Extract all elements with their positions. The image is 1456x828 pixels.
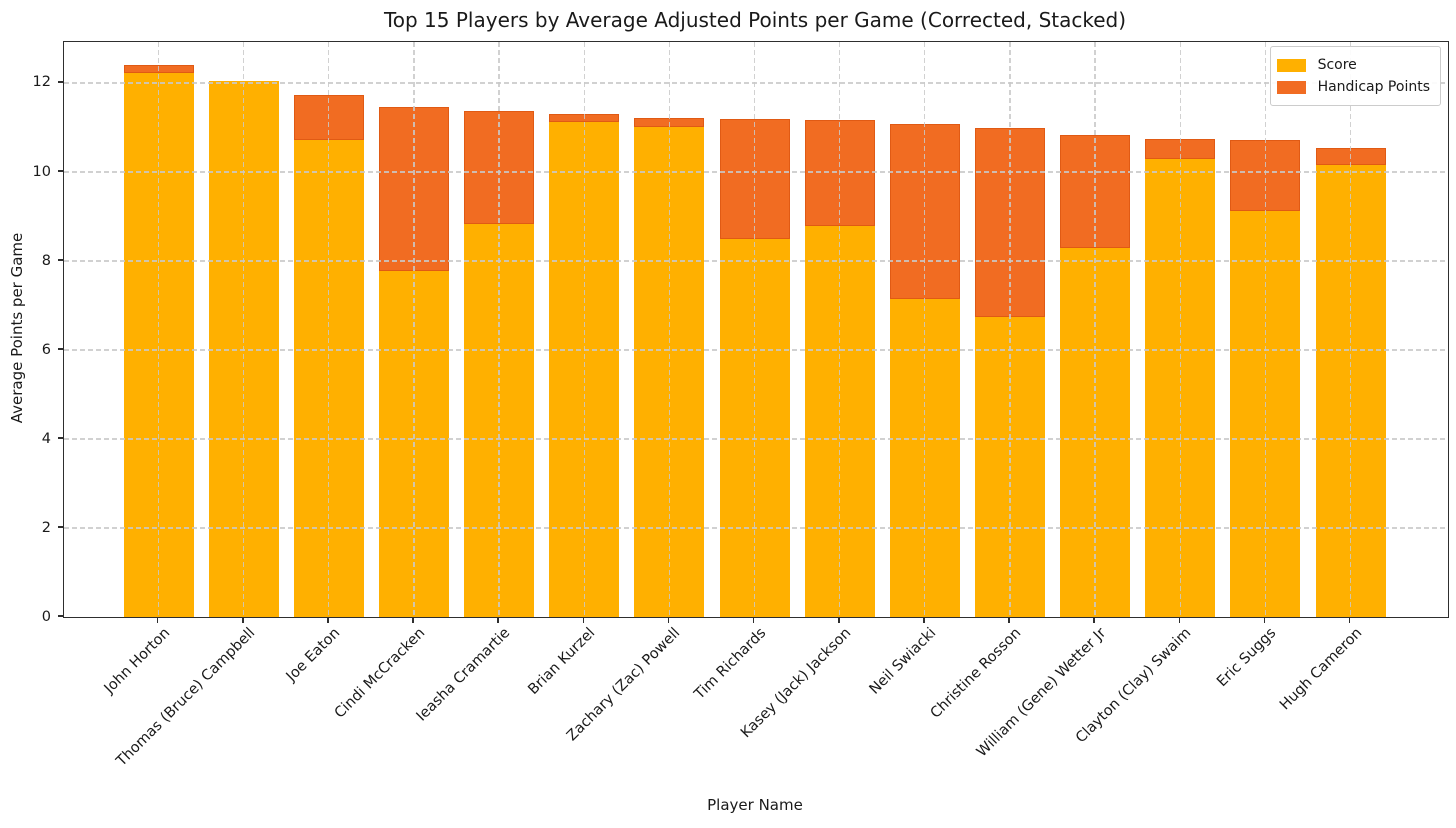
y-tick-label: 10 [32,163,51,180]
h-gridline [64,438,1448,440]
legend-row-handicap: Handicap Points [1276,76,1430,98]
x-tick-mark [752,617,755,623]
h-gridline [64,349,1448,351]
x-tick-label: Christine Rosson [927,625,1025,722]
x-tick-mark [1008,617,1010,623]
h-gridline [64,171,1448,173]
x-tick-mark [1093,617,1095,623]
x-tick-mark [923,617,925,623]
x-tick-mark [156,617,159,623]
x-tick-mark [412,617,414,623]
y-tick-label: 4 [41,430,51,447]
x-tick-label: Ieasha Cramartie [413,625,514,725]
legend-label-score: Score [1317,57,1357,73]
v-gridline [243,42,245,617]
x-tick-label: John Horton [100,625,173,697]
handicap-swatch-icon [1276,80,1306,94]
x-tick-mark [838,617,840,623]
x-tick-label: Cindi McCracken [331,625,429,722]
v-gridline [328,42,330,617]
x-tick-mark [667,617,670,623]
v-gridline [1094,42,1096,617]
v-gridline [839,42,841,617]
x-tick-mark [242,617,244,623]
x-tick-label: Neil Swiacki [866,625,940,698]
x-tick-label: Eric Suggs [1214,625,1280,691]
v-gridline [498,42,500,617]
h-gridline [64,527,1448,529]
x-tick-label: Brian Kurzel [525,625,599,698]
y-tick-label: 2 [41,519,51,536]
x-tick-mark [1178,617,1181,623]
plot-area: Score Handicap Points [63,41,1449,618]
y-tick-label: 8 [41,252,51,269]
v-gridline [924,42,926,617]
v-gridline [413,42,415,617]
y-tick-label: 0 [41,608,51,625]
v-gridline [157,42,160,617]
y-tick-label: 12 [32,74,51,91]
y-tick-mark [58,259,63,261]
v-gridline [583,42,585,617]
v-gridline [1009,42,1011,617]
x-tick-mark [1263,617,1266,623]
x-tick-mark [497,617,499,623]
legend-row-score: Score [1276,54,1430,76]
y-tick-mark [58,81,63,83]
legend-label-handicap: Handicap Points [1317,79,1430,95]
chart-title: Top 15 Players by Average Adjusted Point… [383,8,1127,32]
y-tick-mark [58,348,63,350]
v-gridline [753,42,756,617]
x-tick-mark [582,617,585,623]
y-tick-mark [58,615,63,617]
h-gridline [64,82,1448,84]
x-tick-mark [1348,617,1351,623]
score-swatch-icon [1276,58,1306,72]
legend: Score Handicap Points [1269,46,1441,106]
y-tick-mark [58,170,63,172]
v-gridline [1349,42,1352,617]
v-gridline [1179,42,1181,617]
y-tick-mark [58,526,63,528]
x-tick-label: Thomas (Bruce) Campbell [113,625,259,770]
x-tick-label: Tim Richards [691,625,769,703]
y-tick-label: 6 [41,341,51,358]
y-tick-mark [58,437,63,439]
x-tick-label: Joe Eaton [283,625,344,685]
x-tick-label: Hugh Cameron [1276,625,1365,714]
x-axis-label: Player Name [707,796,803,814]
x-tick-mark [327,617,329,623]
v-gridline [668,42,671,617]
v-gridline [1264,42,1267,617]
h-gridline [64,260,1448,262]
